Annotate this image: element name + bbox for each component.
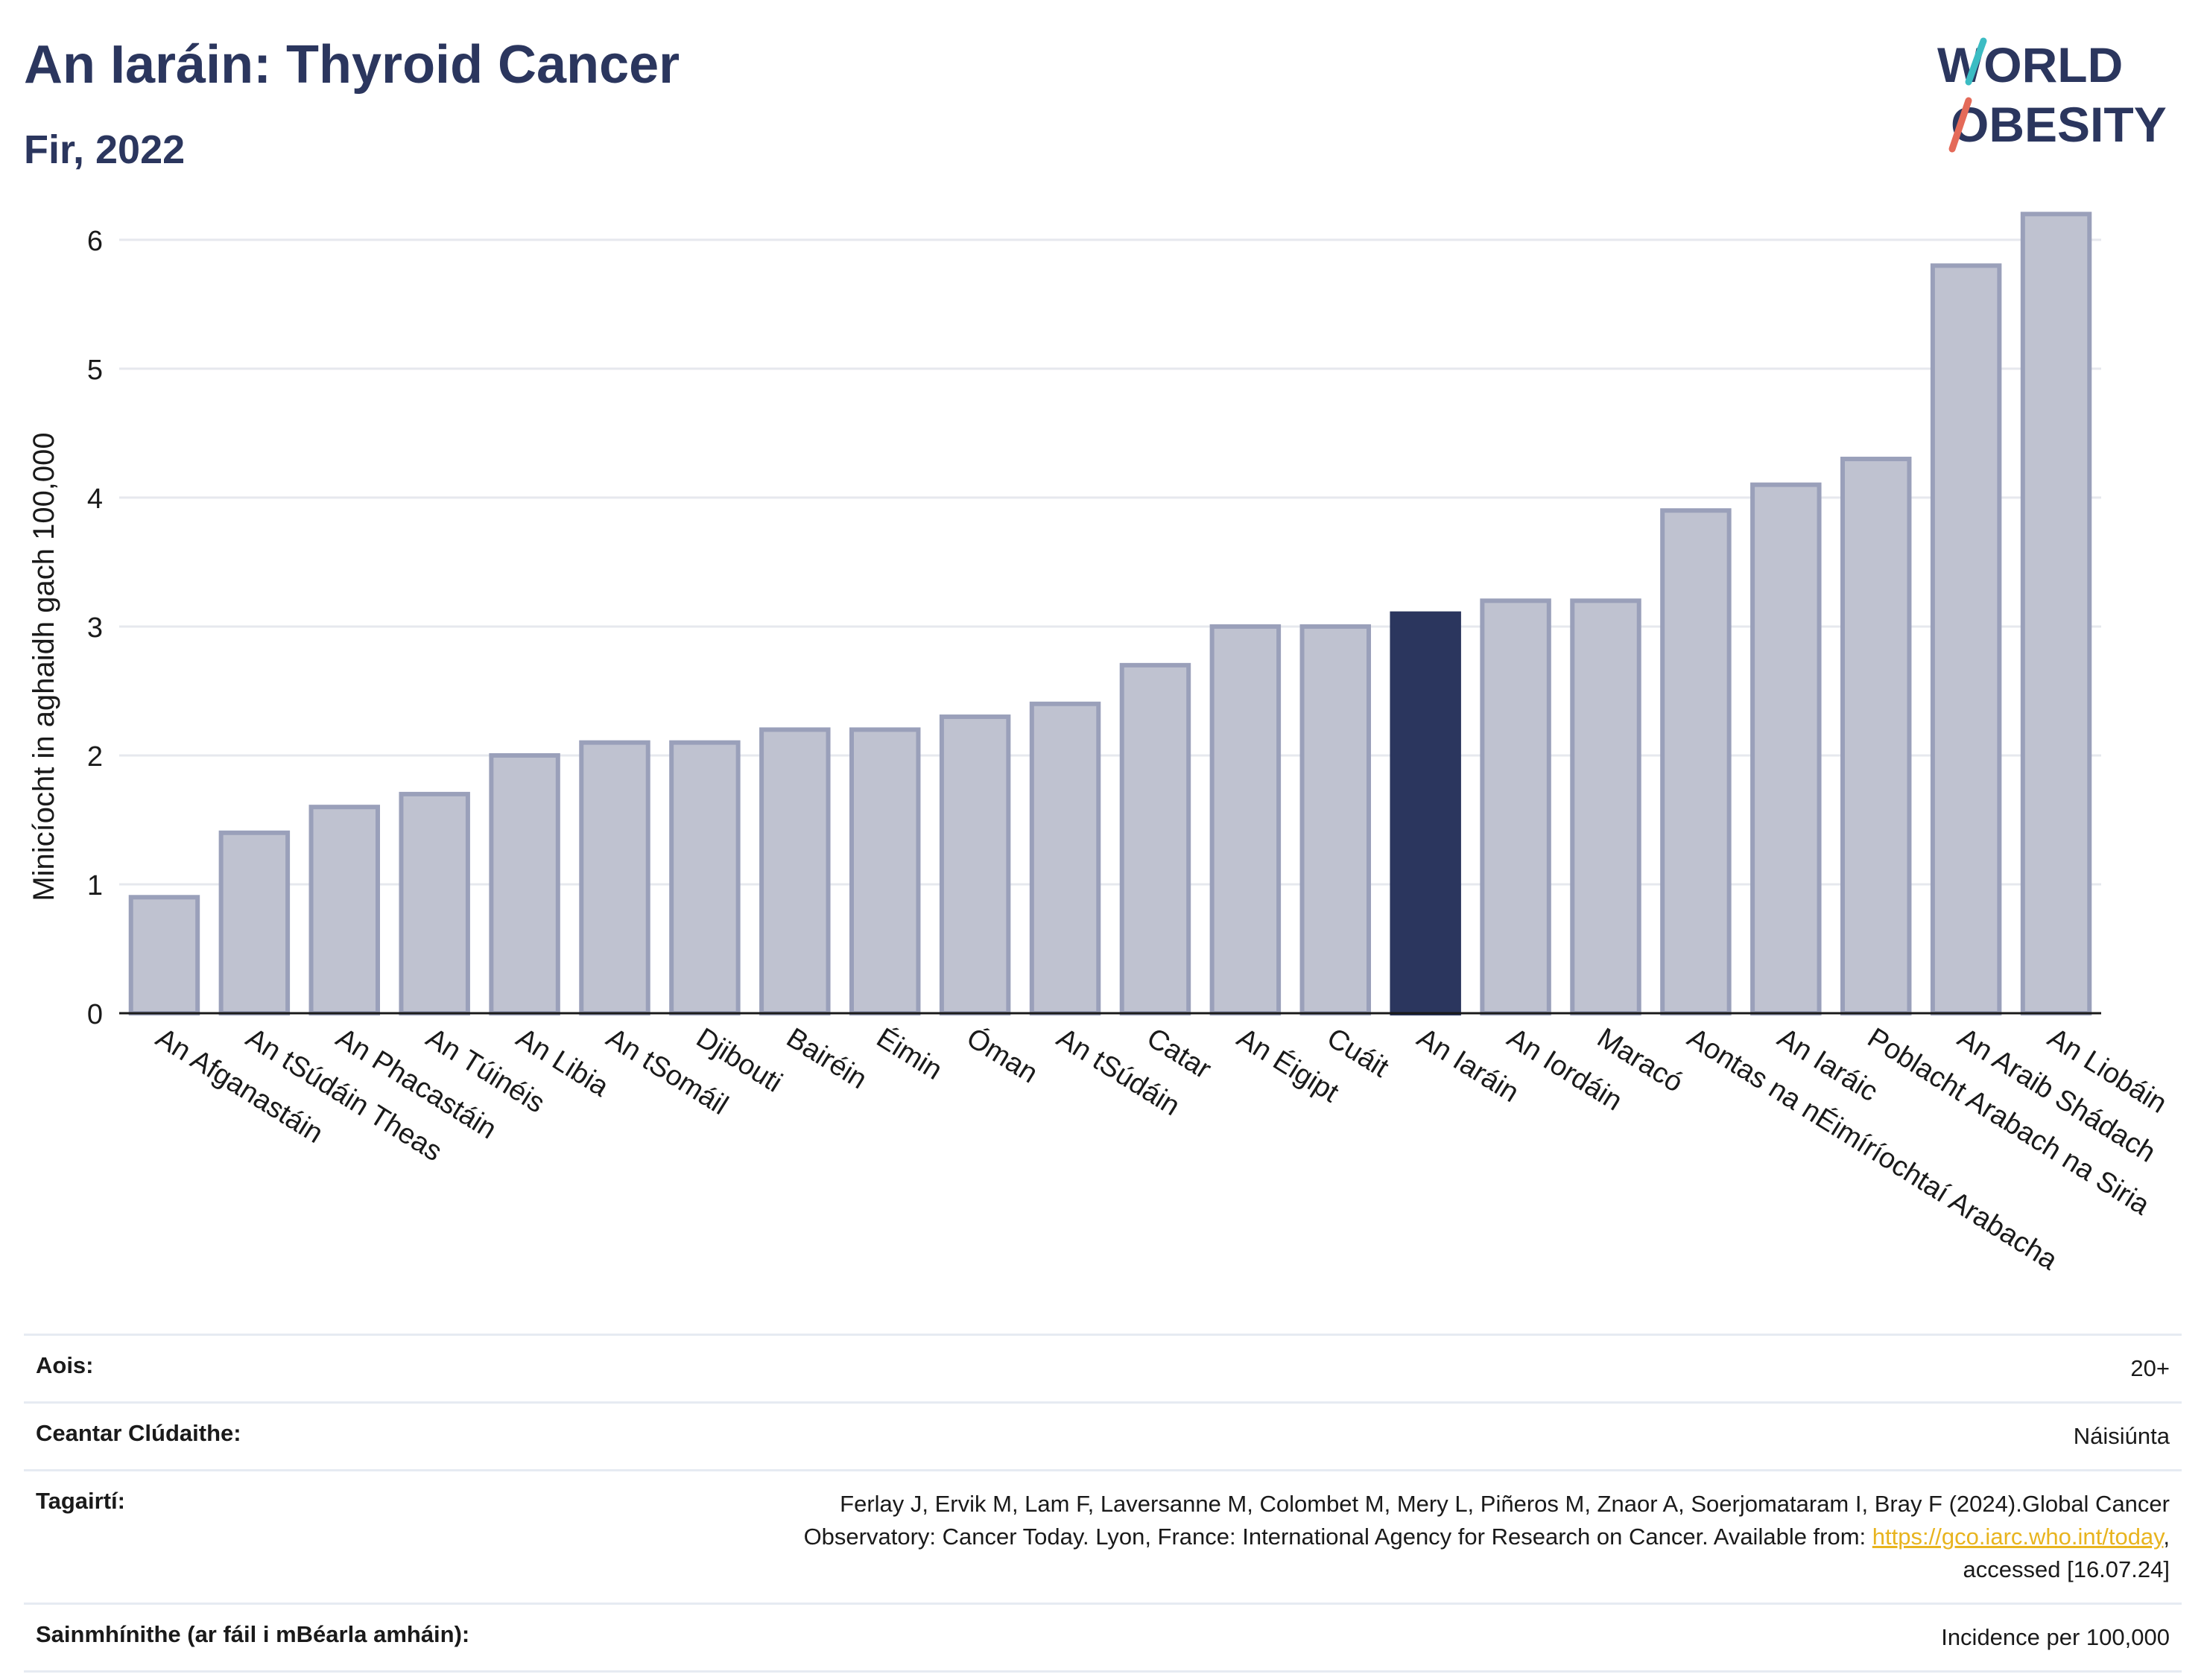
bar — [579, 740, 650, 1016]
bar — [308, 805, 381, 1016]
bar — [669, 740, 741, 1016]
reference-link[interactable]: https://gco.iarc.who.int/today — [1872, 1524, 2164, 1550]
bar-highlight — [1390, 611, 1461, 1015]
bar — [1119, 662, 1191, 1015]
bar — [759, 727, 831, 1015]
y-tick-label: 0 — [87, 999, 103, 1030]
logo-line2: OBESITY — [1951, 97, 2167, 152]
bar — [399, 791, 470, 1015]
bar — [849, 727, 921, 1015]
chart-subtitle: Fir, 2022 — [24, 127, 186, 172]
y-axis-label: Minicíocht in aghaidh gach 100,000 — [28, 432, 60, 901]
bar — [489, 752, 560, 1015]
bar — [939, 714, 1011, 1015]
y-tick-label: 2 — [87, 741, 103, 773]
y-tick-label: 6 — [87, 226, 103, 257]
bar — [1480, 598, 1551, 1015]
reference-line2-end: , — [2163, 1524, 2170, 1550]
info-label: Ceantar Clúdaithe: — [36, 1420, 241, 1447]
bar — [1840, 457, 1912, 1015]
reference-line1: Ferlay J, Ervik M, Lam F, Laversanne M, … — [840, 1491, 2170, 1518]
info-row-references: Tagairtí: Ferlay J, Ervik M, Lam F, Lave… — [24, 1469, 2182, 1603]
bar — [1029, 701, 1101, 1015]
info-value: Incidence per 100,000 — [1941, 1624, 2170, 1651]
y-tick-label: 1 — [87, 870, 103, 901]
x-tick-label: Éimin — [871, 1021, 948, 1086]
info-row-age: Aois: 20+ — [24, 1334, 2182, 1401]
bar — [1570, 598, 1641, 1015]
world-obesity-logo: WORLD OBESITY — [1937, 37, 2167, 153]
bar — [1750, 482, 1822, 1015]
y-tick-label: 5 — [87, 355, 103, 386]
info-label: Tagairtí: — [36, 1488, 125, 1515]
x-tick-label: An Éigipt — [1232, 1021, 1345, 1109]
y-tick-labels: 0 1 2 3 4 5 6 — [87, 226, 103, 1030]
info-row-coverage: Ceantar Clúdaithe: Náisiúnta — [24, 1401, 2182, 1469]
y-tick-label: 3 — [87, 612, 103, 644]
logo-line1: WORLD — [1937, 37, 2123, 92]
bar — [1930, 263, 2002, 1015]
info-row-definitions: Sainmhínithe (ar fáil i mBéarla amháin):… — [24, 1603, 2182, 1673]
reference-line2: Observatory: Cancer Today. Lyon, France:… — [803, 1524, 1872, 1550]
bars — [128, 212, 2092, 1016]
logo-accent-coral — [1948, 97, 1972, 153]
info-table: Aois: 20+ Ceantar Clúdaithe: Náisiúnta T… — [24, 1334, 2182, 1673]
reference-line3: accessed [16.07.24] — [1963, 1556, 2170, 1583]
bar — [2020, 212, 2092, 1015]
bar — [1299, 624, 1372, 1015]
logo-accent-teal — [1965, 37, 1987, 86]
x-tick-label: An Iaráin — [1411, 1022, 1524, 1109]
x-tick-label: Óman — [961, 1021, 1044, 1089]
info-value: 20+ — [2130, 1355, 2170, 1381]
info-label: Sainmhínithe (ar fáil i mBéarla amháin): — [36, 1621, 470, 1648]
chart-title: An Iaráin: Thyroid Cancer — [24, 35, 680, 95]
bar — [128, 895, 200, 1015]
info-label: Aois: — [36, 1352, 94, 1378]
bar — [218, 830, 291, 1015]
bar — [1209, 624, 1282, 1015]
bar — [1660, 508, 1732, 1015]
x-tick-label: Bairéin — [781, 1022, 873, 1095]
info-value-references: Ferlay J, Ervik M, Lam F, Laversanne M, … — [804, 1488, 2170, 1586]
y-tick-label: 4 — [87, 484, 103, 515]
info-value: Náisiúnta — [2073, 1423, 2170, 1450]
